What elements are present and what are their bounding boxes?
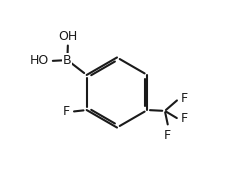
Text: F: F — [181, 92, 188, 105]
Text: HO: HO — [30, 54, 49, 67]
Text: F: F — [181, 112, 188, 125]
Text: F: F — [62, 105, 69, 118]
Text: B: B — [63, 54, 72, 67]
Text: F: F — [164, 129, 171, 142]
Text: OH: OH — [58, 30, 77, 43]
